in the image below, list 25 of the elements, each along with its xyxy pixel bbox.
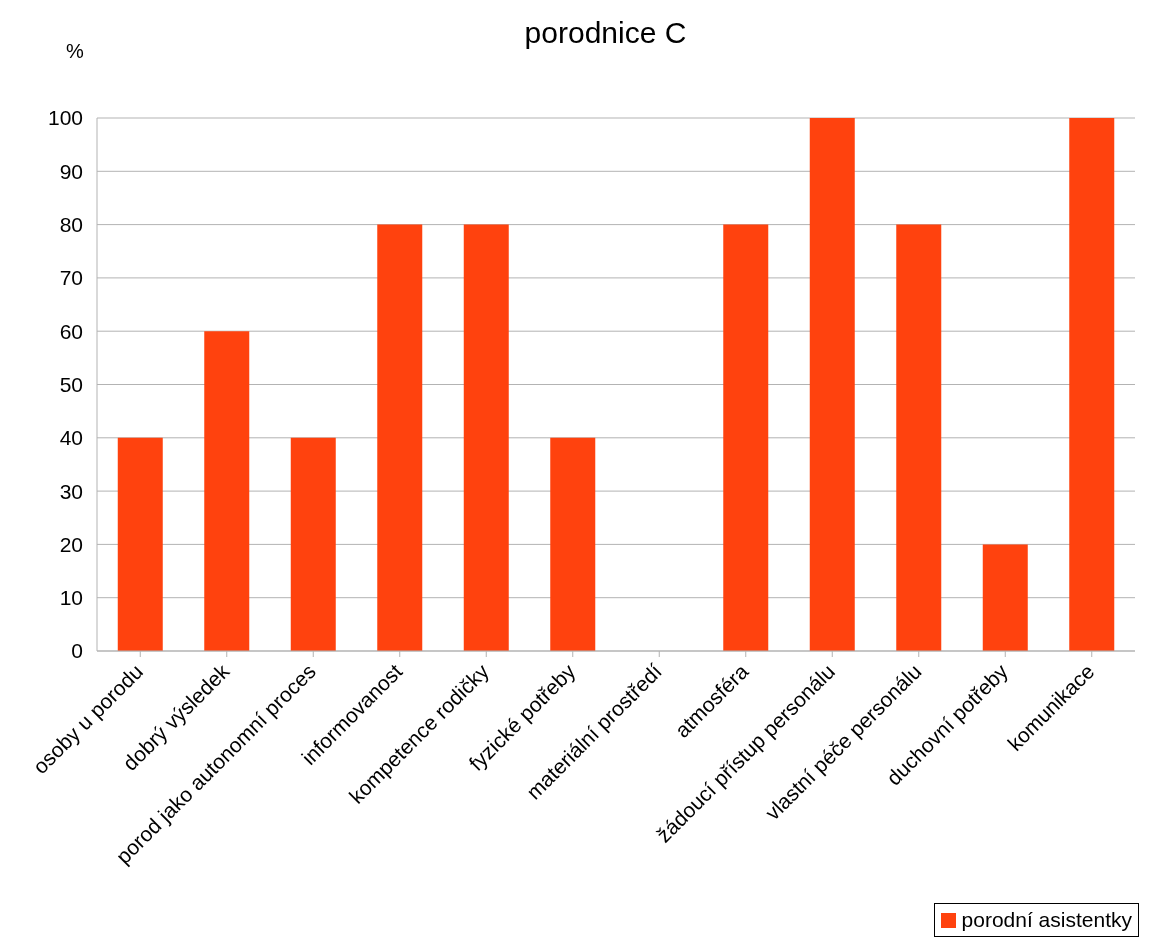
y-tick-label: 20 (59, 532, 83, 556)
y-tick-label: 60 (59, 319, 83, 343)
bar (896, 224, 942, 651)
chart-title: porodnice C (524, 16, 687, 49)
bar (982, 544, 1028, 651)
bar (117, 437, 163, 651)
bar (377, 224, 423, 651)
y-tick-label: 30 (59, 479, 83, 503)
y-tick-label: 90 (59, 159, 83, 183)
bar (1069, 118, 1115, 651)
y-tick-label: 50 (59, 372, 83, 396)
bar (463, 224, 509, 651)
y-tick-label: 0 (71, 639, 83, 663)
y-tick-label: 10 (59, 586, 83, 610)
bar (290, 437, 336, 651)
legend-label: porodní asistentky (961, 908, 1132, 932)
bar (204, 331, 250, 651)
y-axis-title: % (66, 40, 84, 63)
y-tick-label: 70 (59, 266, 83, 290)
y-tick-label: 100 (47, 106, 83, 130)
bar (809, 118, 855, 651)
y-tick-label: 80 (59, 213, 83, 237)
bar (550, 437, 596, 651)
bar (723, 224, 769, 651)
y-tick-label: 40 (59, 426, 83, 450)
